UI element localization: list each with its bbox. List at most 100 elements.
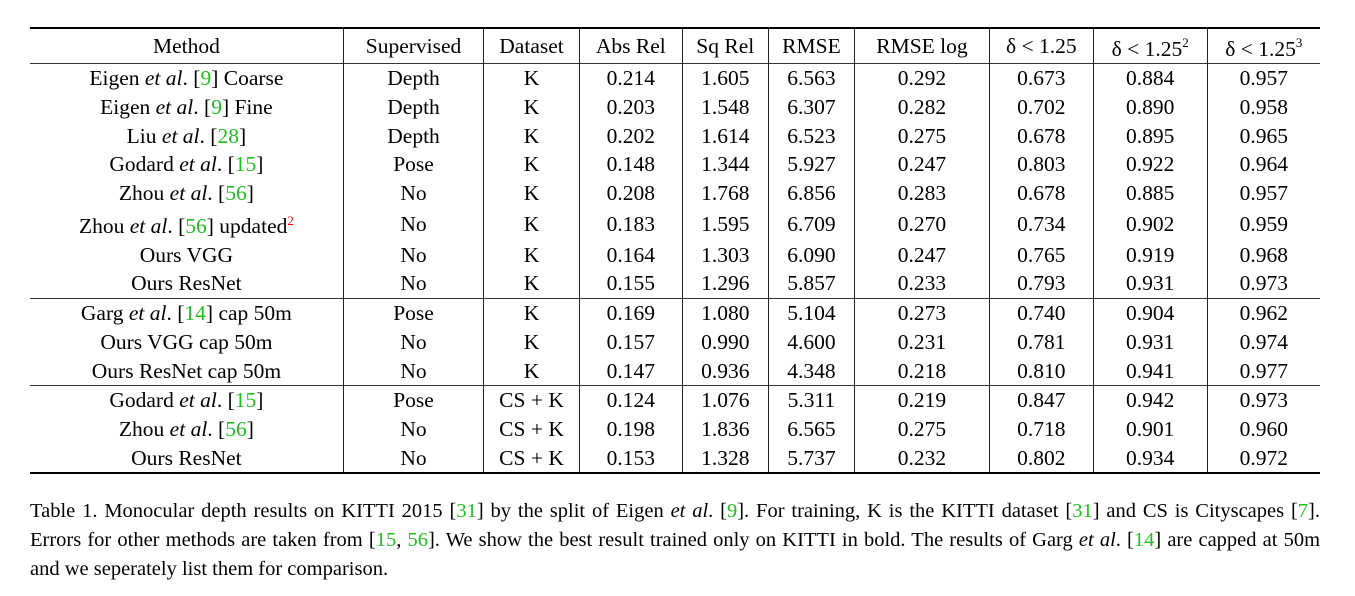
citation-link[interactable]: 9 <box>211 95 222 120</box>
metric-cell: 0.124 <box>578 385 683 415</box>
supervised-cell: Depth <box>342 63 484 93</box>
citation-link[interactable]: 14 <box>184 301 206 326</box>
method-name: Garg <box>80 301 129 326</box>
caption-text: Table 1. Monocular depth results on KITT… <box>30 500 457 522</box>
citation-link[interactable]: 56 <box>185 214 207 239</box>
dataset-cell: K <box>483 269 580 299</box>
column-header-label: δ < 1.25 <box>1005 34 1077 58</box>
et-al-text: et al <box>179 388 217 413</box>
dataset-cell: K <box>483 150 580 179</box>
et-al-text: et al <box>179 152 217 177</box>
caption-text: ] by the split of Eigen <box>476 500 671 522</box>
metric-cell: 0.990 <box>681 327 769 357</box>
citation-link[interactable]: 9 <box>726 500 738 522</box>
metric-cell: 1.614 <box>681 121 769 151</box>
column-header-label: Dataset <box>499 34 564 58</box>
metric-cell: 6.090 <box>767 240 855 270</box>
method-cell: Zhou et al. [56] <box>30 415 343 444</box>
method-cell: Ours VGG <box>30 240 343 269</box>
metric-cell: 0.740 <box>988 298 1094 328</box>
column-header: Dataset <box>483 28 580 64</box>
supervised-cell: Pose <box>342 385 484 415</box>
method-name: Eigen <box>89 66 145 91</box>
method-cell: Ours ResNet <box>30 443 343 473</box>
supervised-cell: No <box>342 269 484 299</box>
metric-cell: 0.718 <box>988 414 1094 444</box>
citation-link[interactable]: 56 <box>225 416 247 441</box>
column-header: Sq Rel <box>681 28 769 64</box>
method-cell: Eigen et al. [9] Fine <box>30 93 343 122</box>
citation-link[interactable]: 31 <box>456 500 477 522</box>
dataset-cell: K <box>483 121 580 151</box>
dataset-cell: K <box>483 178 580 208</box>
column-header: Supervised <box>342 28 484 64</box>
metric-cell: 0.904 <box>1092 298 1208 328</box>
citation-link[interactable]: 28 <box>217 123 239 148</box>
metric-cell: 0.972 <box>1206 443 1320 473</box>
metric-cell: 6.565 <box>767 414 855 444</box>
metric-cell: 5.857 <box>767 269 855 299</box>
method-suffix: ] updated <box>206 214 288 239</box>
dataset-cell: CS + K <box>483 385 580 415</box>
method-suffix: ] <box>246 416 254 441</box>
metric-cell: 0.157 <box>578 327 683 357</box>
supervised-cell: Depth <box>342 92 484 122</box>
table-caption: Table 1. Monocular depth results on KITT… <box>30 497 1320 584</box>
et-al-text: et al <box>169 181 208 206</box>
punct: . [ <box>207 181 226 206</box>
column-header: δ < 1.25 <box>988 28 1094 64</box>
metric-cell: 0.275 <box>854 121 990 151</box>
caption-text: ]. We show the best result trained only … <box>427 529 1079 551</box>
metric-cell: 0.275 <box>854 414 990 444</box>
punct: . [ <box>182 66 201 91</box>
method-cell: Ours ResNet cap 50m <box>30 356 343 385</box>
metric-cell: 0.941 <box>1092 356 1208 386</box>
dataset-cell: K <box>483 327 580 357</box>
metric-cell: 0.802 <box>988 443 1094 473</box>
caption-text: ] are capped at 50m and we seperately li… <box>30 529 1321 580</box>
metric-cell: 0.934 <box>1092 443 1208 473</box>
citation-link[interactable]: 15 <box>234 152 257 177</box>
supervised-cell: No <box>342 414 484 444</box>
column-header: RMSE <box>767 28 855 64</box>
citation-link[interactable]: 31 <box>1072 500 1093 522</box>
metric-cell: 0.247 <box>854 240 990 270</box>
metric-cell: 0.885 <box>1092 178 1208 208</box>
method-cell: Zhou et al. [56] <box>30 179 343 208</box>
metric-cell: 6.563 <box>767 63 855 93</box>
dataset-cell: K <box>483 298 580 328</box>
metric-cell: 0.919 <box>1092 240 1208 270</box>
supervised-cell: No <box>342 178 484 208</box>
et-al-text: et al <box>128 301 167 326</box>
metric-cell: 0.198 <box>578 414 683 444</box>
citation-link[interactable]: 9 <box>200 66 212 91</box>
column-header-label: Supervised <box>365 34 462 58</box>
citation-link[interactable]: 14 <box>1133 529 1155 551</box>
method-cell: Garg et al. [14] cap 50m <box>30 298 343 327</box>
metric-cell: 0.219 <box>854 385 990 415</box>
supervised-cell: No <box>342 327 484 357</box>
method-cell: Ours ResNet <box>30 269 343 298</box>
metric-cell: 5.927 <box>767 150 855 179</box>
footnote-link[interactable]: 2 <box>287 213 294 229</box>
metric-cell: 0.283 <box>854 178 990 208</box>
column-header: Method <box>30 28 343 64</box>
metric-cell: 0.273 <box>854 298 990 328</box>
metric-cell: 1.328 <box>681 443 769 473</box>
metric-cell: 0.148 <box>578 150 683 179</box>
citation-link[interactable]: 15 <box>375 529 397 551</box>
column-header-label: RMSE log <box>876 34 968 58</box>
citation-link[interactable]: 15 <box>234 388 257 413</box>
citation-link[interactable]: 56 <box>407 529 428 551</box>
caption-text: ] and CS is Cityscapes [ <box>1092 500 1298 522</box>
metric-cell: 0.810 <box>988 356 1094 386</box>
metric-cell: 0.153 <box>578 443 683 473</box>
metric-cell: 0.803 <box>988 150 1094 179</box>
table-row: Eigen et al. [9] Fine Depth K 0.203 1.548 6.3… <box>30 92 1320 122</box>
header-row: Method Supervised Dataset Abs Rel Sq Rel RMSE… <box>30 28 1320 64</box>
metric-cell: 0.282 <box>854 92 990 122</box>
citation-link[interactable]: 7 <box>1297 500 1309 522</box>
column-header-label: δ < 1.25 <box>1225 37 1296 61</box>
method-name: Godard <box>109 152 180 177</box>
citation-link[interactable]: 56 <box>225 181 247 206</box>
